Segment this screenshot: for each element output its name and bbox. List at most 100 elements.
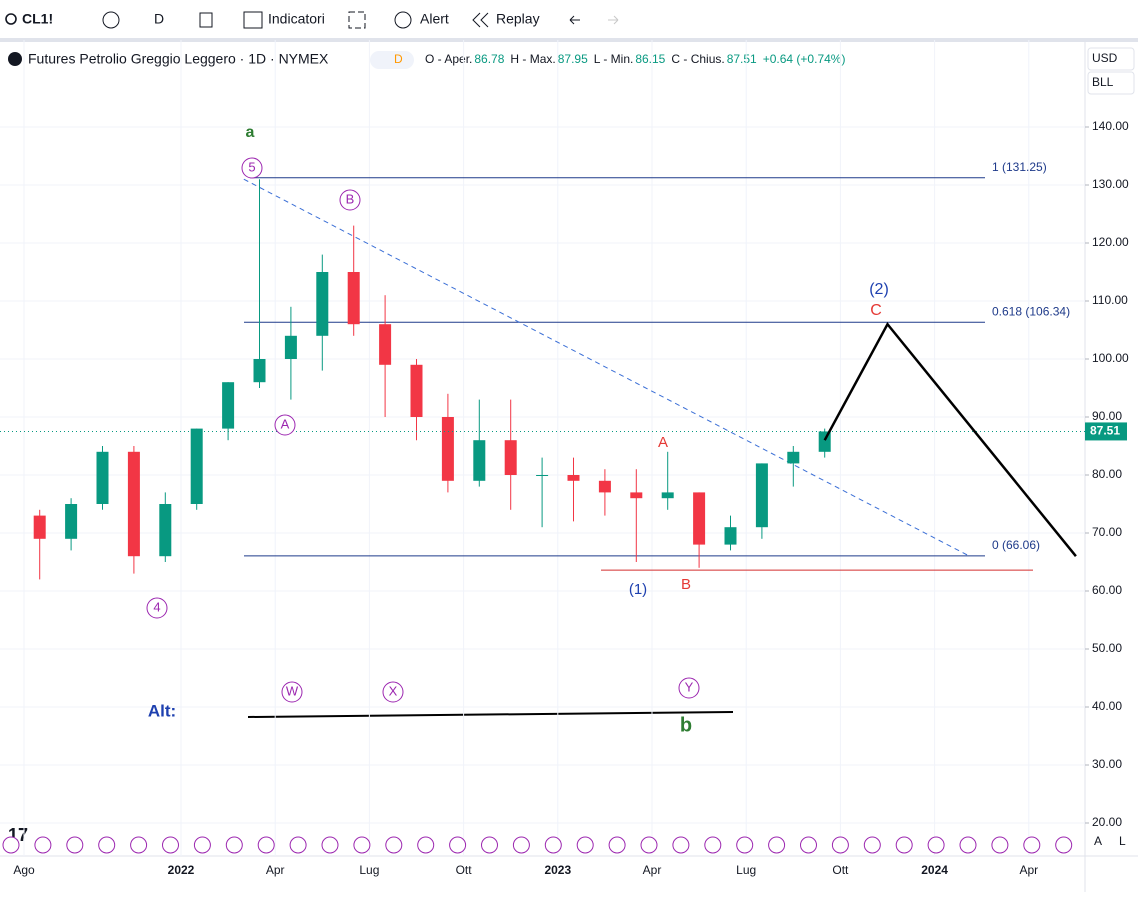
event-icon <box>257 836 275 854</box>
last-price-label: 87.51 <box>1090 424 1120 438</box>
event-icon <box>831 836 849 854</box>
event-icon <box>289 836 307 854</box>
replay[interactable]: Replay <box>496 11 540 27</box>
wave-label: B <box>346 191 355 206</box>
badge: D <box>394 52 403 66</box>
indicators[interactable]: Indicatori <box>268 11 325 27</box>
alert[interactable]: Alert <box>420 11 449 27</box>
undo-icon[interactable] <box>569 15 580 25</box>
y-tick-label: 130.00 <box>1092 177 1129 191</box>
wave-label: C <box>870 302 882 319</box>
wave-circle <box>241 157 263 179</box>
x-tick-label: Apr <box>266 863 285 877</box>
wave-circle <box>339 189 361 211</box>
candle-body <box>379 324 392 365</box>
candle-body <box>347 272 360 325</box>
candle-body <box>222 382 235 429</box>
y-tick-label: 80.00 <box>1092 467 1122 481</box>
ohlc-change: +0.64 (+0.74%) <box>763 52 846 66</box>
candle-body <box>630 492 643 499</box>
wave-label: A <box>281 416 290 431</box>
event-icon <box>704 836 722 854</box>
layout-icon[interactable] <box>348 11 366 29</box>
projection <box>823 321 1077 557</box>
candle-body <box>755 463 768 528</box>
wave-label: B <box>681 576 691 593</box>
event-icon <box>959 836 977 854</box>
wave-label: a <box>246 124 255 141</box>
add-icon[interactable] <box>102 11 120 29</box>
x-tick-label: Lug <box>736 863 756 877</box>
y-tick-label: 100.00 <box>1092 351 1129 365</box>
candle-body <box>284 335 297 359</box>
last-price-box <box>1085 422 1127 441</box>
event-icon <box>481 836 498 854</box>
candle-body <box>536 475 549 476</box>
candle-body <box>441 417 454 481</box>
candle-body <box>724 527 737 545</box>
event-icon <box>640 836 658 854</box>
event-icon <box>512 836 530 854</box>
wave-label: 5 <box>248 159 255 174</box>
badge-bg <box>370 51 414 69</box>
trendline <box>243 178 970 557</box>
event-icon <box>321 836 339 854</box>
wave-circle <box>382 681 404 703</box>
wave-circle <box>678 677 700 699</box>
y-tick-label: 120.00 <box>1092 235 1129 249</box>
x-tick-label: Ott <box>456 863 473 877</box>
event-icon <box>162 836 179 854</box>
candle-body <box>159 504 172 557</box>
y-tick-label: 70.00 <box>1092 525 1122 539</box>
search-icon[interactable] <box>5 13 17 25</box>
candle-body <box>787 451 800 464</box>
x-tick-label: Ott <box>832 863 849 877</box>
candle-body <box>693 492 706 545</box>
event-icon <box>417 836 435 854</box>
event-icon <box>800 836 817 854</box>
candle-body <box>127 451 140 557</box>
y-tick-label: 110.00 <box>1092 293 1128 307</box>
indicator-icon[interactable] <box>243 11 263 29</box>
ohlc-high: 87.95 <box>558 52 588 66</box>
event-icon <box>353 836 371 854</box>
symbol-logo <box>8 52 22 66</box>
candle-body <box>661 492 674 499</box>
event-icon <box>193 836 211 854</box>
event-icon <box>576 836 594 854</box>
ohlc-high-label: H - Max. <box>510 52 555 66</box>
event-icon <box>863 836 881 854</box>
unit-box[interactable] <box>1087 71 1135 95</box>
candle-body <box>96 451 109 504</box>
candle-body <box>410 364 423 417</box>
event-icon <box>225 836 243 854</box>
ohlc-close-label: C - Chius. <box>671 52 724 66</box>
event-icon <box>608 836 626 854</box>
y-tick-label: 140.00 <box>1092 119 1129 133</box>
log-scale[interactable]: L <box>1119 834 1126 848</box>
candle-body <box>253 359 266 383</box>
candle-body <box>598 480 611 493</box>
y-tick-label: 90.00 <box>1092 409 1122 423</box>
event-icon <box>991 836 1009 854</box>
symbol[interactable]: CL1! <box>22 11 53 27</box>
event-icon <box>927 836 945 854</box>
legend-title: Futures Petrolio Greggio Leggero · 1D · … <box>28 51 329 67</box>
y-tick-label: 30.00 <box>1092 757 1122 771</box>
unit[interactable]: BLL <box>1092 75 1114 89</box>
currency[interactable]: USD <box>1092 51 1118 65</box>
replay-icon[interactable] <box>472 12 489 28</box>
y-tick-label: 40.00 <box>1092 699 1122 713</box>
alert-icon[interactable] <box>394 11 412 29</box>
redo-icon[interactable] <box>608 15 619 25</box>
interval[interactable]: D <box>154 11 164 27</box>
event-icon <box>1055 836 1073 854</box>
event-icon <box>1023 836 1041 854</box>
currency-box[interactable] <box>1087 47 1135 71</box>
wave-label: 4 <box>153 599 160 614</box>
auto-scale[interactable]: A <box>1094 834 1102 848</box>
event-icon <box>672 836 690 854</box>
chart-type-icon[interactable] <box>199 12 213 28</box>
fib-label: 1 (131.25) <box>992 160 1047 174</box>
